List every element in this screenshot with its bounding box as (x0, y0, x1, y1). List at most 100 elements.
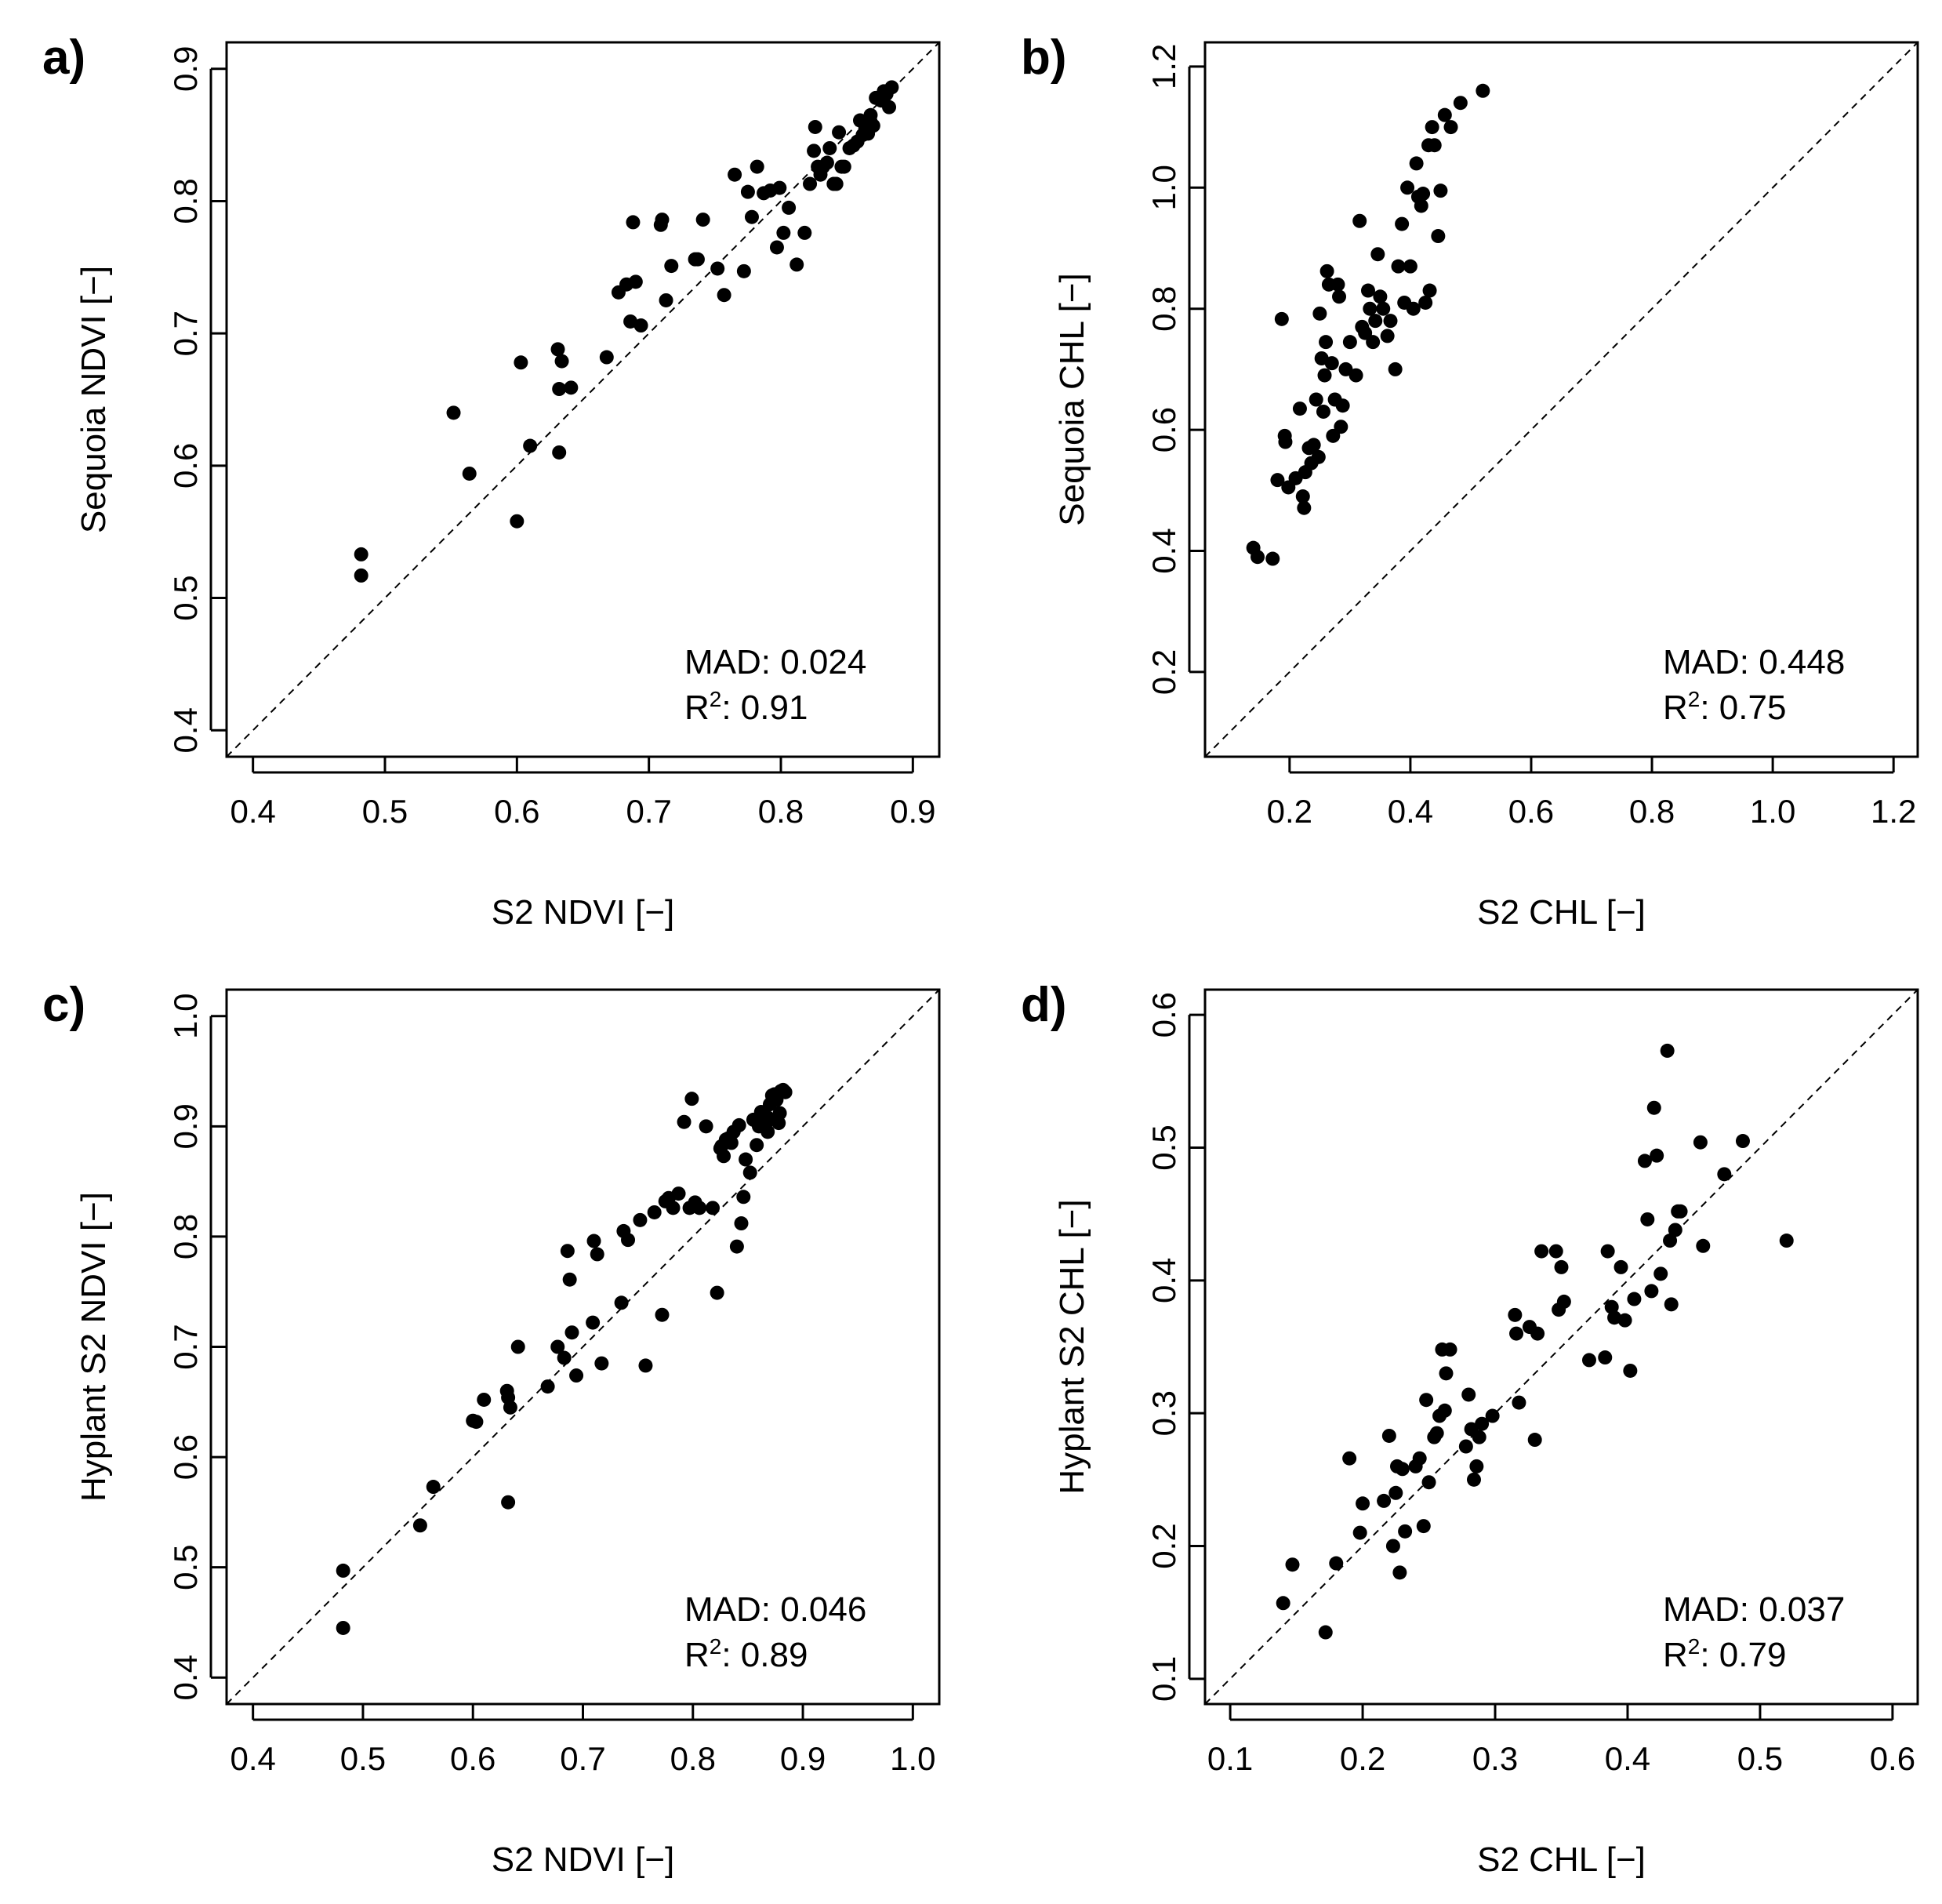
x-tick-label-c: 0.5 (340, 1740, 386, 1777)
data-point-c (647, 1205, 662, 1219)
y-tick-label-d: 0.4 (1145, 1258, 1182, 1303)
data-point-d (1429, 1426, 1444, 1441)
data-point-d (1779, 1234, 1794, 1248)
r2-value-a: : 0.91 (721, 689, 808, 727)
data-point-d (1623, 1363, 1638, 1378)
x-axis-label-d: S2 CHL [−] (1477, 1840, 1646, 1879)
y-tick-label-b: 0.8 (1145, 285, 1182, 331)
data-point-a (462, 466, 477, 481)
data-point-b (1295, 489, 1310, 504)
data-point-c (540, 1379, 555, 1394)
data-point-b (1312, 306, 1327, 321)
data-point-d (1650, 1148, 1664, 1163)
data-point-c (614, 1295, 629, 1310)
data-point-c (684, 1092, 699, 1106)
data-point-a (446, 405, 461, 420)
data-point-d (1437, 1403, 1452, 1418)
data-point-a (877, 88, 892, 103)
data-point-d (1653, 1266, 1668, 1281)
data-point-a (803, 176, 818, 191)
x-tick-label-d: 0.1 (1207, 1740, 1253, 1777)
data-point-a (655, 213, 670, 227)
data-point-a (797, 225, 812, 240)
data-point-c (621, 1233, 636, 1248)
data-point-b (1366, 335, 1381, 350)
y-axis-label-d: Hyplant S2 CHL [−] (1053, 1199, 1091, 1494)
r2-prefix-b: R (1663, 689, 1688, 727)
data-point-c (590, 1247, 604, 1262)
panel-label-c: c) (42, 978, 85, 1032)
data-point-c (710, 1285, 724, 1300)
data-point-d (1352, 1525, 1367, 1540)
y-tick-label-c: 0.6 (167, 1434, 204, 1480)
y-tick-label-c: 0.7 (167, 1324, 204, 1369)
data-point-a (599, 350, 614, 365)
x-tick-label-a: 0.6 (494, 793, 539, 830)
data-point-c (736, 1190, 751, 1205)
data-point-b (1292, 402, 1307, 416)
data-point-b (1395, 216, 1410, 231)
data-point-d (1548, 1244, 1563, 1259)
data-point-a (807, 144, 822, 158)
data-point-b (1319, 335, 1334, 350)
data-point-a (523, 438, 538, 453)
x-tick-label-c: 0.9 (780, 1740, 826, 1777)
data-point-a (790, 257, 804, 272)
r2-superscript-d: 2 (1688, 1634, 1701, 1659)
r2-stat-d: R2: 0.79 (1663, 1634, 1786, 1674)
data-point-d (1663, 1234, 1678, 1248)
data-point-a (554, 354, 569, 369)
data-point-d (1644, 1284, 1659, 1299)
data-point-c (692, 1201, 707, 1215)
data-point-a (510, 514, 525, 529)
r2-superscript-b: 2 (1688, 687, 1701, 711)
data-point-a (776, 225, 791, 240)
plot-frame-d (1203, 988, 1919, 1706)
data-point-a (819, 155, 834, 170)
x-tick-label-c: 0.7 (560, 1740, 605, 1777)
data-point-d (1398, 1524, 1413, 1539)
data-point-b (1352, 213, 1367, 228)
identity-line-d (1204, 989, 1918, 1705)
data-point-d (1646, 1100, 1661, 1115)
data-point-b (1316, 404, 1330, 419)
data-point-d (1416, 1519, 1431, 1534)
y-tick-label-a: 0.6 (167, 443, 204, 489)
data-point-d (1673, 1204, 1688, 1219)
r2-superscript-c: 2 (710, 1634, 722, 1659)
r2-stat-a: R2: 0.91 (684, 687, 808, 727)
data-point-c (742, 1165, 757, 1180)
data-point-d (1356, 1496, 1370, 1511)
data-point-d (1421, 1475, 1436, 1490)
identity-line-b (1204, 42, 1918, 758)
data-point-a (664, 259, 679, 274)
x-tick-label-d: 0.3 (1472, 1740, 1518, 1777)
x-tick-label-c: 0.4 (230, 1740, 275, 1777)
data-point-a (769, 240, 784, 255)
data-point-c (760, 1110, 775, 1125)
data-point-d (1556, 1294, 1571, 1309)
data-point-d (1600, 1244, 1615, 1259)
r2-prefix-d: R (1663, 1636, 1688, 1674)
data-point-c (469, 1415, 484, 1430)
x-tick-label-b: 0.4 (1388, 793, 1433, 830)
data-point-b (1311, 449, 1326, 464)
data-point-c (677, 1114, 691, 1129)
data-point-d (1664, 1297, 1679, 1312)
data-point-b (1400, 180, 1415, 195)
data-point-d (1581, 1353, 1596, 1368)
data-point-b (1338, 362, 1353, 376)
y-tick-label-c: 0.8 (167, 1214, 204, 1259)
data-point-c (426, 1480, 441, 1495)
data-point-c (412, 1518, 427, 1533)
data-point-a (728, 167, 742, 182)
data-point-d (1329, 1556, 1344, 1571)
x-tick-label-c: 0.6 (450, 1740, 495, 1777)
panel-label-d: d) (1021, 978, 1067, 1032)
data-point-b (1309, 392, 1323, 407)
data-point-d (1660, 1043, 1675, 1058)
data-point-d (1458, 1439, 1473, 1454)
x-tick-label-d: 0.5 (1737, 1740, 1783, 1777)
data-point-d (1469, 1459, 1484, 1473)
data-point-a (717, 288, 731, 303)
